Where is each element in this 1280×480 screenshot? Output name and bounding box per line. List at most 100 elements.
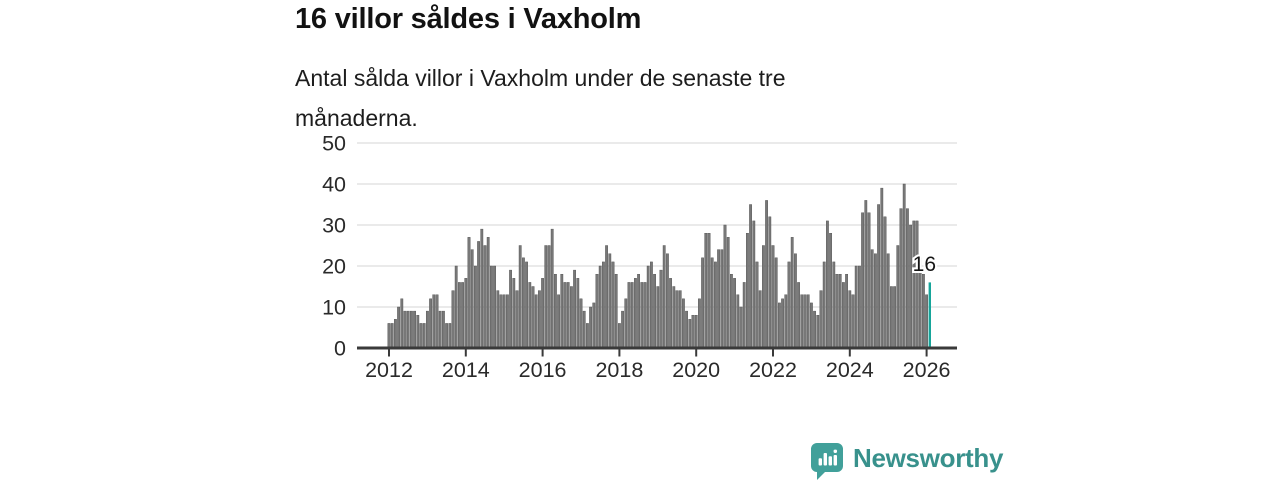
bar (643, 282, 647, 349)
bar (851, 294, 855, 349)
bar (409, 310, 413, 349)
bar (854, 265, 858, 349)
bar (422, 323, 426, 349)
bar (595, 273, 599, 349)
y-tick-label: 20 (322, 255, 346, 279)
y-tick-label: 40 (322, 173, 346, 197)
bar (659, 269, 663, 349)
bar (605, 245, 608, 349)
bar (896, 245, 900, 349)
x-tick-label: 2026 (903, 358, 951, 382)
bar (537, 290, 541, 349)
bar (390, 323, 394, 349)
bar (682, 298, 685, 349)
bar (723, 224, 727, 349)
bar (560, 273, 564, 349)
bar (653, 273, 656, 349)
bar (477, 241, 480, 349)
bar (505, 294, 509, 349)
bar (746, 232, 749, 349)
bar (502, 294, 506, 349)
bar (496, 290, 500, 349)
bar (438, 310, 442, 349)
bar (768, 216, 772, 349)
bar (419, 323, 423, 349)
bar (771, 245, 775, 349)
bar (720, 249, 724, 349)
bar (448, 323, 452, 349)
bar (733, 278, 736, 349)
brand-label: Newsworthy (853, 443, 1004, 473)
bar (781, 298, 784, 349)
x-tick-label: 2020 (672, 358, 720, 382)
bar (483, 245, 487, 349)
bar (445, 323, 448, 349)
bar (826, 220, 829, 349)
bar (570, 286, 573, 349)
bar (528, 282, 532, 349)
highlighted-bar (928, 282, 931, 348)
bar (435, 294, 439, 349)
bar (473, 265, 477, 349)
bar (774, 257, 778, 349)
x-tick-label: 2022 (749, 358, 797, 382)
bar (794, 253, 797, 349)
bar (512, 278, 516, 349)
bar (467, 237, 471, 349)
bar (822, 261, 826, 349)
bar (877, 204, 881, 349)
bar (861, 212, 865, 349)
bar (749, 204, 752, 349)
bar (499, 294, 503, 349)
bar (454, 265, 458, 349)
bar (893, 286, 897, 349)
bar (470, 249, 474, 349)
bar (553, 273, 557, 349)
x-axis-baseline (357, 346, 957, 350)
bar (464, 278, 468, 349)
bar (406, 310, 410, 349)
bar (413, 310, 417, 349)
x-tick-label: 2018 (595, 358, 643, 382)
bar (678, 290, 682, 349)
bar (915, 220, 919, 349)
bar (726, 237, 730, 349)
bar (890, 286, 893, 349)
bar (752, 220, 756, 349)
bar (614, 273, 618, 349)
bar (573, 269, 576, 349)
bar (925, 294, 929, 349)
x-tick-label: 2024 (826, 358, 874, 382)
bar (489, 265, 493, 349)
bar (662, 245, 666, 349)
bar (493, 265, 496, 349)
value-annotation: 16 (913, 253, 936, 276)
bar (400, 298, 404, 349)
bar (870, 249, 874, 349)
bar (858, 265, 861, 349)
newsworthy-logo-icon (811, 442, 843, 480)
bar (557, 294, 560, 349)
bar (762, 245, 765, 349)
mini-bar-chart-glyph (818, 449, 837, 465)
bar (576, 278, 580, 349)
bar (550, 228, 554, 349)
bar (608, 253, 612, 349)
bar (425, 310, 429, 349)
bar (582, 310, 586, 349)
x-tick-label: 2012 (365, 358, 413, 382)
bar (867, 212, 871, 349)
bar (650, 261, 653, 349)
bar (602, 261, 605, 349)
bar (675, 290, 679, 349)
bar (457, 282, 461, 349)
bar (707, 232, 711, 349)
bar (544, 245, 548, 349)
bar (755, 261, 759, 349)
bar (816, 314, 820, 349)
chart-title: 16 villor såldes i Vaxholm (295, 3, 642, 35)
newsworthy-logo[interactable]: Newsworthy (810, 441, 1003, 480)
bar (819, 290, 823, 349)
bar (387, 323, 391, 349)
bar (803, 294, 807, 349)
